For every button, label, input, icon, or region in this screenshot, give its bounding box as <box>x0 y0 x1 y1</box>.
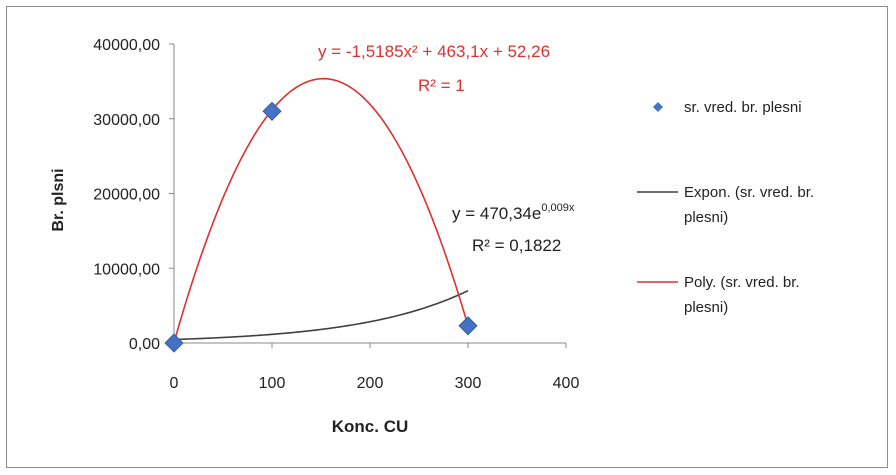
data-points <box>164 101 478 353</box>
x-tick-label: 0 <box>170 375 179 392</box>
legend: sr. vred. br. plesni Expon. (sr. vred. br… <box>637 99 814 316</box>
y-axis-title: Br. plsni <box>50 168 67 231</box>
y-tick-label: 20000,00 <box>93 187 160 204</box>
data-point <box>458 316 478 336</box>
poly-equation: y = -1,5185x² + 463,1x + 52,26 <box>318 42 550 61</box>
polynomial-trendline <box>173 77 469 343</box>
x-tick-label: 200 <box>357 375 384 392</box>
legend-label: plesni) <box>684 299 728 316</box>
expon-equation-exponent: 0,009x <box>541 202 575 214</box>
trendline-equations: y = -1,5185x² + 463,1x + 52,26 R² = 1 y … <box>318 42 575 255</box>
expon-equation-base: y = 470,34e <box>452 204 541 223</box>
trendlines <box>173 77 469 343</box>
legend-label: Poly. (sr. vred. br. <box>684 274 800 291</box>
y-tick-label: 40000,00 <box>93 37 160 54</box>
x-tick-label: 300 <box>455 375 482 392</box>
poly-r2: R² = 1 <box>418 76 465 95</box>
x-axis-title: Konc. CU <box>332 417 409 436</box>
axis-labels: Br. plsni Konc. CU <box>50 168 408 436</box>
x-tick-label: 100 <box>259 375 286 392</box>
data-point <box>262 101 282 121</box>
chart-frame <box>6 6 888 468</box>
y-tick-label: 10000,00 <box>93 261 160 278</box>
y-tick-label: 30000,00 <box>93 112 160 129</box>
expon-r2: R² = 0,1822 <box>472 236 561 255</box>
legend-label: sr. vred. br. plesni <box>684 99 802 116</box>
legend-marker-diamond <box>653 102 663 112</box>
x-tick-label: 400 <box>553 375 580 392</box>
legend-label: plesni) <box>684 209 728 226</box>
y-tick-label: 0,00 <box>129 336 160 353</box>
axes: 0,00 10000,00 20000,00 30000,00 40000,00 0 100… <box>93 37 579 392</box>
data-point <box>164 333 184 353</box>
exponential-trendline <box>173 289 469 341</box>
legend-label: Expon. (sr. vred. br. <box>684 184 814 201</box>
expon-equation: y = 470,34e0,009x <box>452 202 575 223</box>
